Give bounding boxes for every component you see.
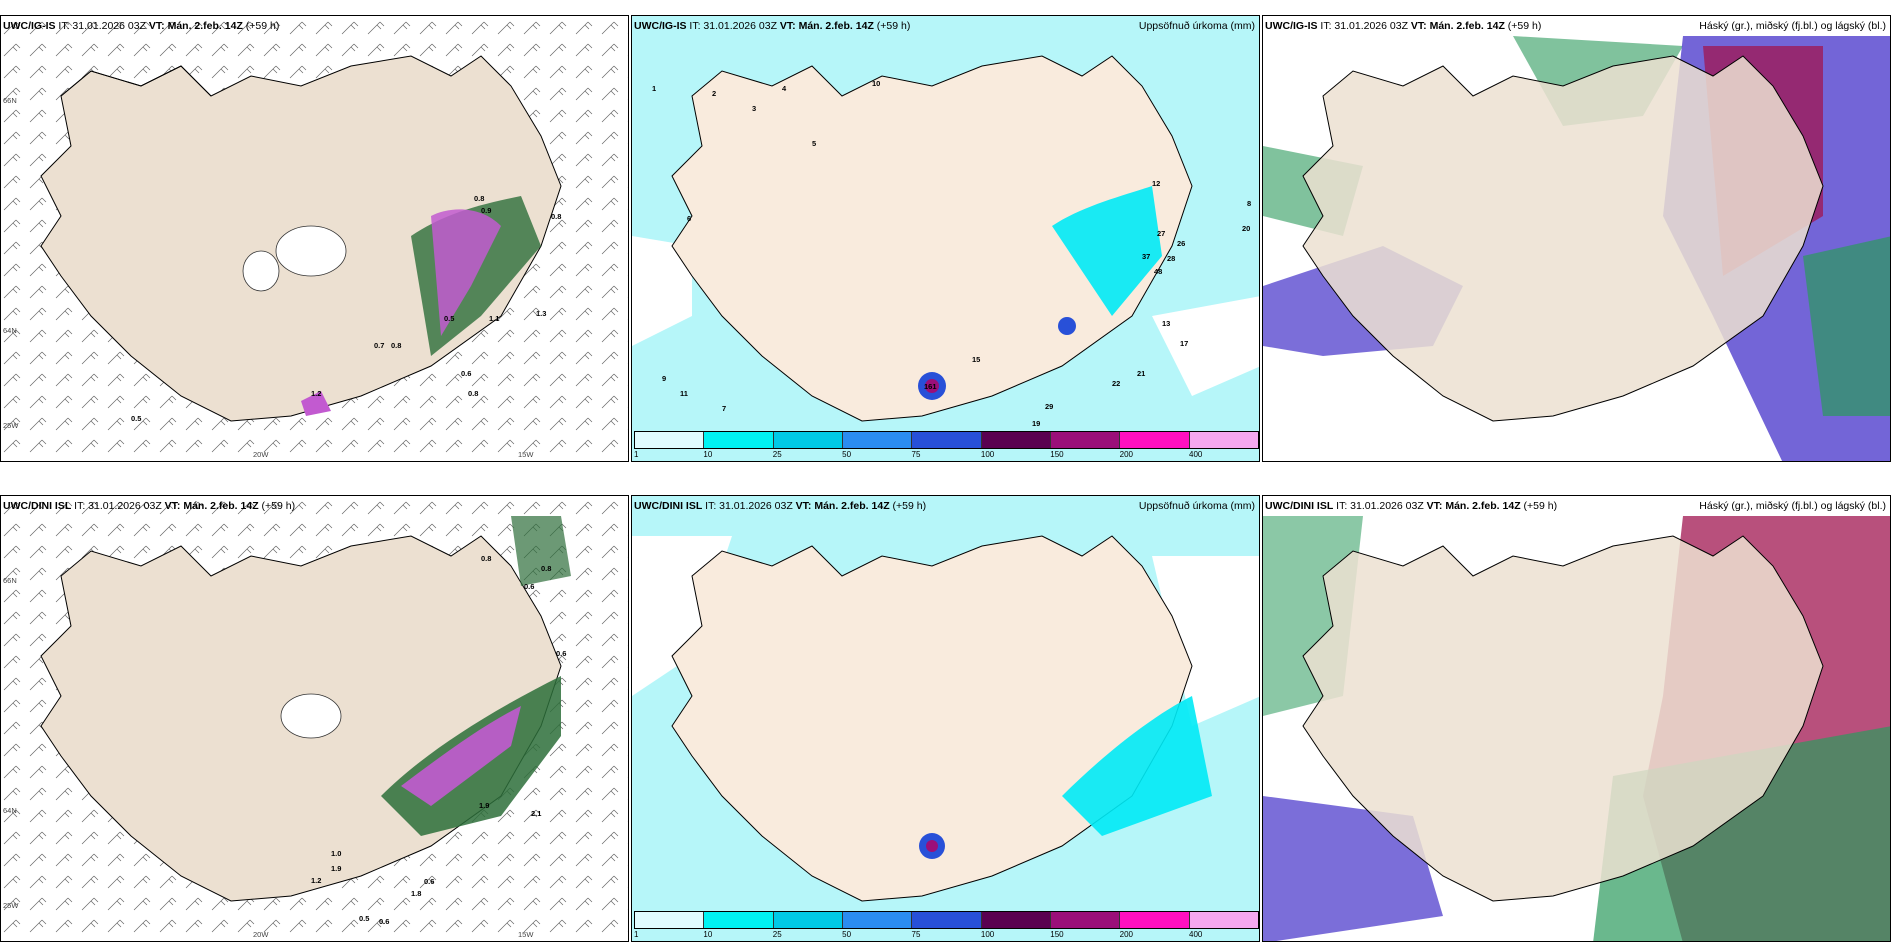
svg-text:0.6: 0.6 [524, 582, 534, 591]
svg-text:3: 3 [752, 104, 756, 113]
svg-text:28: 28 [1167, 254, 1175, 263]
svg-text:0.8: 0.8 [481, 554, 491, 563]
svg-text:2: 2 [712, 89, 716, 98]
panel-title: UWC/IG-IS IT: 31.01.2026 03Z VT: Mán. 2.… [1265, 20, 1542, 32]
svg-text:0.7: 0.7 [374, 341, 384, 350]
svg-text:0.8: 0.8 [468, 389, 478, 398]
svg-text:19: 19 [1032, 419, 1040, 428]
svg-text:27: 27 [1157, 229, 1165, 238]
svg-text:1.2: 1.2 [311, 876, 321, 885]
svg-text:0.9: 0.9 [481, 206, 491, 215]
svg-text:0.6: 0.6 [424, 877, 434, 886]
wind-label: 0.8 [474, 194, 484, 203]
panel-dini-precip: UWC/DINI ISL IT: 31.01.2026 03Z VT: Mán.… [631, 495, 1260, 942]
panel-title: UWC/DINI ISL IT: 31.01.2026 03Z VT: Mán.… [634, 500, 927, 512]
svg-text:0.5: 0.5 [444, 314, 454, 323]
precip-colorbar: 1 10 25 50 75 100 150 200 400 [634, 431, 1259, 459]
svg-text:12: 12 [1152, 179, 1160, 188]
svg-text:1.9: 1.9 [331, 864, 341, 873]
svg-text:1.2: 1.2 [311, 389, 321, 398]
panel-title: UWC/DINI ISL IT: 31.01.2026 03Z VT: Mán.… [1265, 500, 1558, 512]
svg-text:0.6: 0.6 [379, 917, 389, 926]
svg-text:0.6: 0.6 [461, 369, 471, 378]
panel-dini-wind: UWC/DINI ISL IT: 31.01.2026 03Z VT: Mán.… [0, 495, 629, 942]
map-wind-igis[interactable]: 0.8 0.9 0.8 0.7 0.8 0.5 1.1 1.3 0.6 0.8 … [1, 16, 629, 462]
svg-text:5: 5 [812, 139, 816, 148]
svg-text:10: 10 [872, 79, 880, 88]
svg-text:1.8: 1.8 [411, 889, 421, 898]
panel-igis-clouds: UWC/IG-IS IT: 31.01.2026 03Z VT: Mán. 2.… [1262, 15, 1891, 462]
panel-title: UWC/DINI ISL IT: 31.01.2026 03Z VT: Mán.… [3, 500, 296, 512]
svg-text:0.8: 0.8 [541, 564, 551, 573]
svg-text:9: 9 [662, 374, 666, 383]
panel-dini-clouds: UWC/DINI ISL IT: 31.01.2026 03Z VT: Mán.… [1262, 495, 1891, 942]
svg-text:1.1: 1.1 [489, 314, 499, 323]
svg-text:17: 17 [1180, 339, 1188, 348]
svg-text:0.5: 0.5 [359, 914, 369, 923]
precip-colorbar: 1 10 25 50 75 100 150 200 400 [634, 911, 1259, 939]
panel-igis-wind: UWC/IG-IS IT: 31.01.2026 03Z VT: Mán. 2.… [0, 15, 629, 462]
svg-text:13: 13 [1162, 319, 1170, 328]
svg-text:1.9: 1.9 [479, 801, 489, 810]
panel-subtitle: Uppsöfnuð úrkoma (mm) [1138, 20, 1255, 32]
map-precip-dini[interactable] [632, 496, 1260, 942]
svg-text:1: 1 [652, 84, 656, 93]
svg-text:21: 21 [1137, 369, 1145, 378]
svg-text:11: 11 [680, 389, 688, 398]
panel-subtitle: Uppsöfnuð úrkoma (mm) [1138, 500, 1255, 512]
svg-text:22: 22 [1112, 379, 1120, 388]
svg-text:2.1: 2.1 [531, 809, 541, 818]
svg-text:29: 29 [1045, 402, 1053, 411]
map-clouds-dini[interactable] [1263, 496, 1891, 942]
svg-text:1.3: 1.3 [536, 309, 546, 318]
svg-text:0.5: 0.5 [131, 414, 141, 423]
panel-subtitle: Háský (gr.), miðský (fj.bl.) og lágský (… [1699, 500, 1886, 512]
svg-text:7: 7 [722, 404, 726, 413]
panel-title: UWC/IG-IS IT: 31.01.2026 03Z VT: Mán. 2.… [634, 20, 911, 32]
panel-igis-precip: UWC/IG-IS IT: 31.01.2026 03Z VT: Mán. 2.… [631, 15, 1260, 462]
panel-title: UWC/IG-IS IT: 31.01.2026 03Z VT: Mán. 2.… [3, 20, 280, 32]
svg-text:20: 20 [1242, 224, 1250, 233]
map-clouds-igis[interactable] [1263, 16, 1891, 462]
panel-subtitle: Háský (gr.), miðský (fj.bl.) og lágský (… [1699, 20, 1886, 32]
map-wind-dini[interactable]: 0.8 0.8 0.6 0.6 1.0 1.9 1.2 0.6 0.5 0.6 … [1, 496, 629, 942]
svg-text:0.8: 0.8 [391, 341, 401, 350]
svg-text:26: 26 [1177, 239, 1185, 248]
svg-text:6: 6 [687, 214, 691, 223]
svg-text:0.8: 0.8 [551, 212, 561, 221]
svg-text:0.6: 0.6 [556, 649, 566, 658]
map-precip-igis[interactable]: 1 2 3 4 5 6 7 8 9 10 11 12 13 15 17 19 2… [632, 16, 1260, 462]
svg-text:1.0: 1.0 [331, 849, 341, 858]
svg-text:161: 161 [924, 382, 937, 391]
svg-text:15: 15 [972, 355, 980, 364]
svg-text:8: 8 [1247, 199, 1251, 208]
svg-text:37: 37 [1142, 252, 1150, 261]
svg-text:4: 4 [782, 84, 787, 93]
svg-text:48: 48 [1154, 267, 1162, 276]
